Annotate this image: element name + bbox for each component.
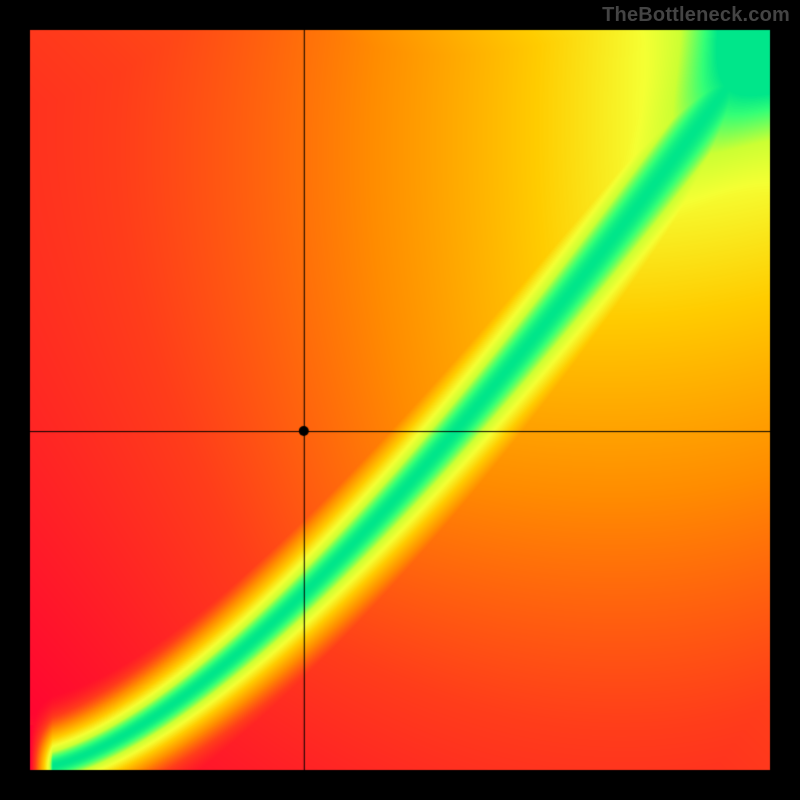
watermark-text: TheBottleneck.com bbox=[602, 4, 790, 27]
bottleneck-heatmap bbox=[0, 0, 800, 800]
chart-container: TheBottleneck.com bbox=[0, 0, 800, 800]
